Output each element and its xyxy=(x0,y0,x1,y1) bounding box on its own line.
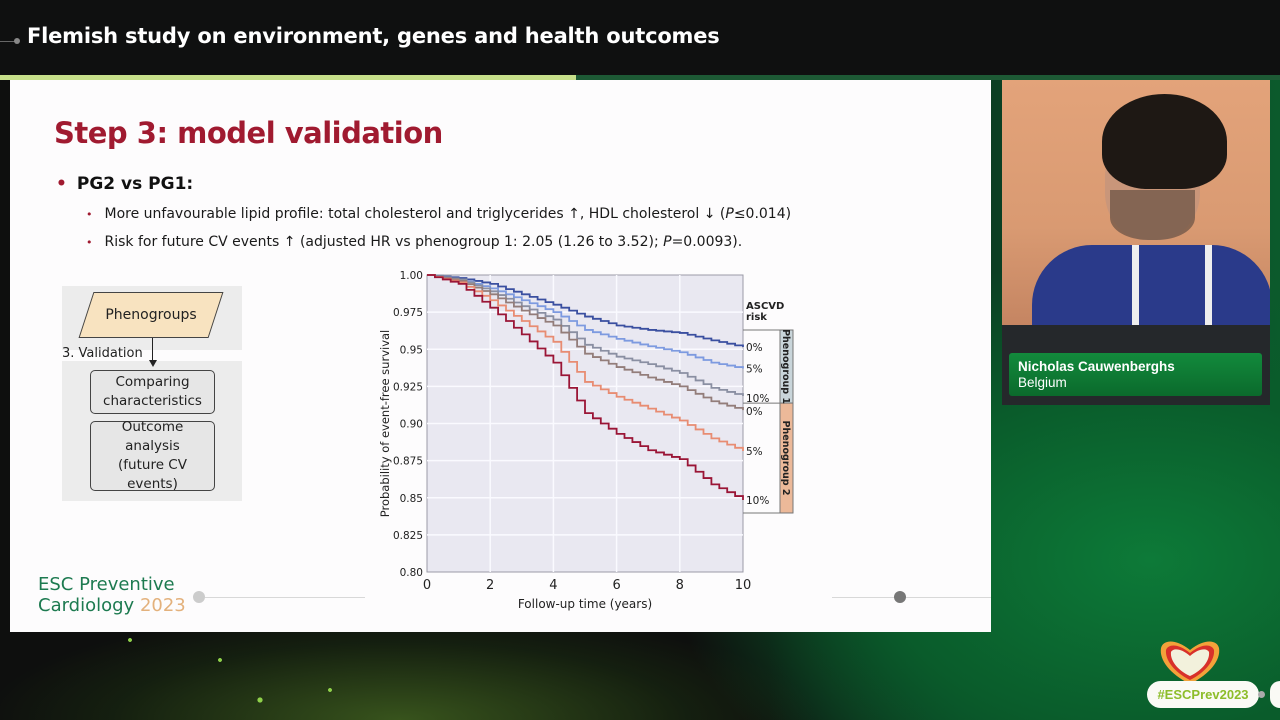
sub-bullet-text-end: ≤0.014) xyxy=(733,206,792,222)
x-tick-label: 6 xyxy=(612,578,620,593)
arrow-down-icon xyxy=(148,360,157,367)
progress-dot-left xyxy=(193,591,205,603)
y-tick-label: 0.825 xyxy=(393,530,423,542)
legend-title: risk xyxy=(746,312,767,323)
y-axis-label: Probability of event-free survival xyxy=(378,330,392,517)
survival-chart: 0 2 4 6 8 10 1.00 0.975 0.95 0.925 0.90 0.875 0.85 0.… xyxy=(378,270,794,611)
session-title-bar: Flemish study on environment, genes and … xyxy=(0,0,1280,76)
survival-curve xyxy=(427,274,744,397)
progress-track-left xyxy=(205,597,365,598)
sub-bullet-lipid: • More unfavourable lipid profile: total … xyxy=(86,206,791,222)
flow-arrow xyxy=(152,338,154,364)
slide-title: Step 3: model validation xyxy=(54,116,443,150)
progress-track-right xyxy=(832,597,991,598)
bullet-marker: • xyxy=(56,174,67,194)
series-end-label: 5% xyxy=(746,446,763,458)
bullet-main: • PG2 vs PG1: xyxy=(56,174,193,194)
decorative-dot xyxy=(14,38,20,44)
outcome-line3: (future CV events) xyxy=(118,457,187,492)
speaker-lanyard xyxy=(1132,245,1212,325)
x-tick-label: 10 xyxy=(735,578,752,593)
series-end-label: 0% xyxy=(746,406,763,418)
bullet-main-text: PG2 vs PG1: xyxy=(76,174,194,194)
series-end-label: 10% xyxy=(746,393,769,405)
legend-title: ASCVD xyxy=(746,301,784,312)
phenogroup-2-label: Phenogroup 2 xyxy=(780,421,791,496)
speaker-nameplate: Nicholas Cauwenberghs Belgium xyxy=(1009,353,1262,396)
speaker-video xyxy=(1002,80,1270,325)
esc-logo: ESC Preventive Cardiology 2023 xyxy=(38,574,186,616)
outcome-line1: Outcome xyxy=(121,419,184,435)
comparing-characteristics-box: Comparing characteristics xyxy=(90,370,215,414)
hashtag-badge: #ESCPrev2023 xyxy=(1147,681,1259,708)
session-title: Flemish study on environment, genes and … xyxy=(27,24,720,48)
y-tick-label: 0.925 xyxy=(393,381,423,393)
heart-logo-icon xyxy=(1160,641,1220,684)
bullet-marker: • xyxy=(86,236,93,249)
decorative-pill xyxy=(1270,681,1280,708)
speaker-name: Nicholas Cauwenberghs xyxy=(1018,359,1175,374)
y-tick-label: 0.80 xyxy=(400,567,423,579)
p-italic: P xyxy=(663,234,672,250)
series-end-label: 5% xyxy=(746,364,763,376)
outcome-analysis-box: Outcome analysis (future CV events) xyxy=(90,419,215,492)
accent-bar xyxy=(0,75,1280,80)
phenogroup-1-label: Phenogroup 1 xyxy=(780,329,791,404)
sub-bullet-text: Risk for future CV events ↑ (adjusted HR… xyxy=(104,234,664,250)
speaker-beard xyxy=(1110,190,1195,240)
phenogroup-2-bar xyxy=(779,402,794,514)
y-tick-label: 0.90 xyxy=(400,419,423,431)
logo-line2: Cardiology xyxy=(38,595,135,616)
progress-dot-right xyxy=(894,591,906,603)
survival-curve xyxy=(427,274,744,411)
survival-curve xyxy=(427,274,744,500)
bullet-marker: • xyxy=(86,208,93,221)
speaker-country: Belgium xyxy=(1018,375,1067,390)
survival-curve xyxy=(427,274,744,451)
outcome-line2: analysis xyxy=(125,438,180,454)
sub-bullet-text-end: =0.0093). xyxy=(671,234,743,250)
y-tick-label: 0.975 xyxy=(393,307,423,319)
sub-bullet-text: More unfavourable lipid profile: total c… xyxy=(104,206,726,222)
x-tick-label: 2 xyxy=(486,578,494,593)
y-tick-label: 0.875 xyxy=(393,456,423,468)
phenogroups-label: Phenogroups xyxy=(105,307,197,323)
y-tick-label: 0.85 xyxy=(400,493,423,505)
logo-line1: ESC Preventive xyxy=(38,574,175,595)
sub-bullet-risk: • Risk for future CV events ↑ (adjusted H… xyxy=(86,234,742,250)
series-end-label: 10% xyxy=(746,495,769,507)
logo-year: 2023 xyxy=(139,595,186,616)
y-tick-label: 0.95 xyxy=(400,344,423,356)
speaker-body xyxy=(1032,245,1270,325)
x-tick-label: 4 xyxy=(549,578,557,593)
x-axis-label: Follow-up time (years) xyxy=(518,597,652,611)
presentation-slide: Step 3: model validation • PG2 vs PG1: • M… xyxy=(10,80,991,632)
series-end-label: 0% xyxy=(746,342,763,354)
p-italic: P xyxy=(725,206,734,222)
x-tick-label: 8 xyxy=(676,578,684,593)
decorative-line xyxy=(0,41,18,42)
validation-label: 3. Validation xyxy=(62,346,143,361)
decorative-dot xyxy=(1258,691,1265,698)
speaker-hair xyxy=(1102,94,1227,189)
survival-curve xyxy=(427,274,744,348)
y-tick-label: 1.00 xyxy=(400,270,423,282)
x-tick-label: 0 xyxy=(423,578,431,593)
